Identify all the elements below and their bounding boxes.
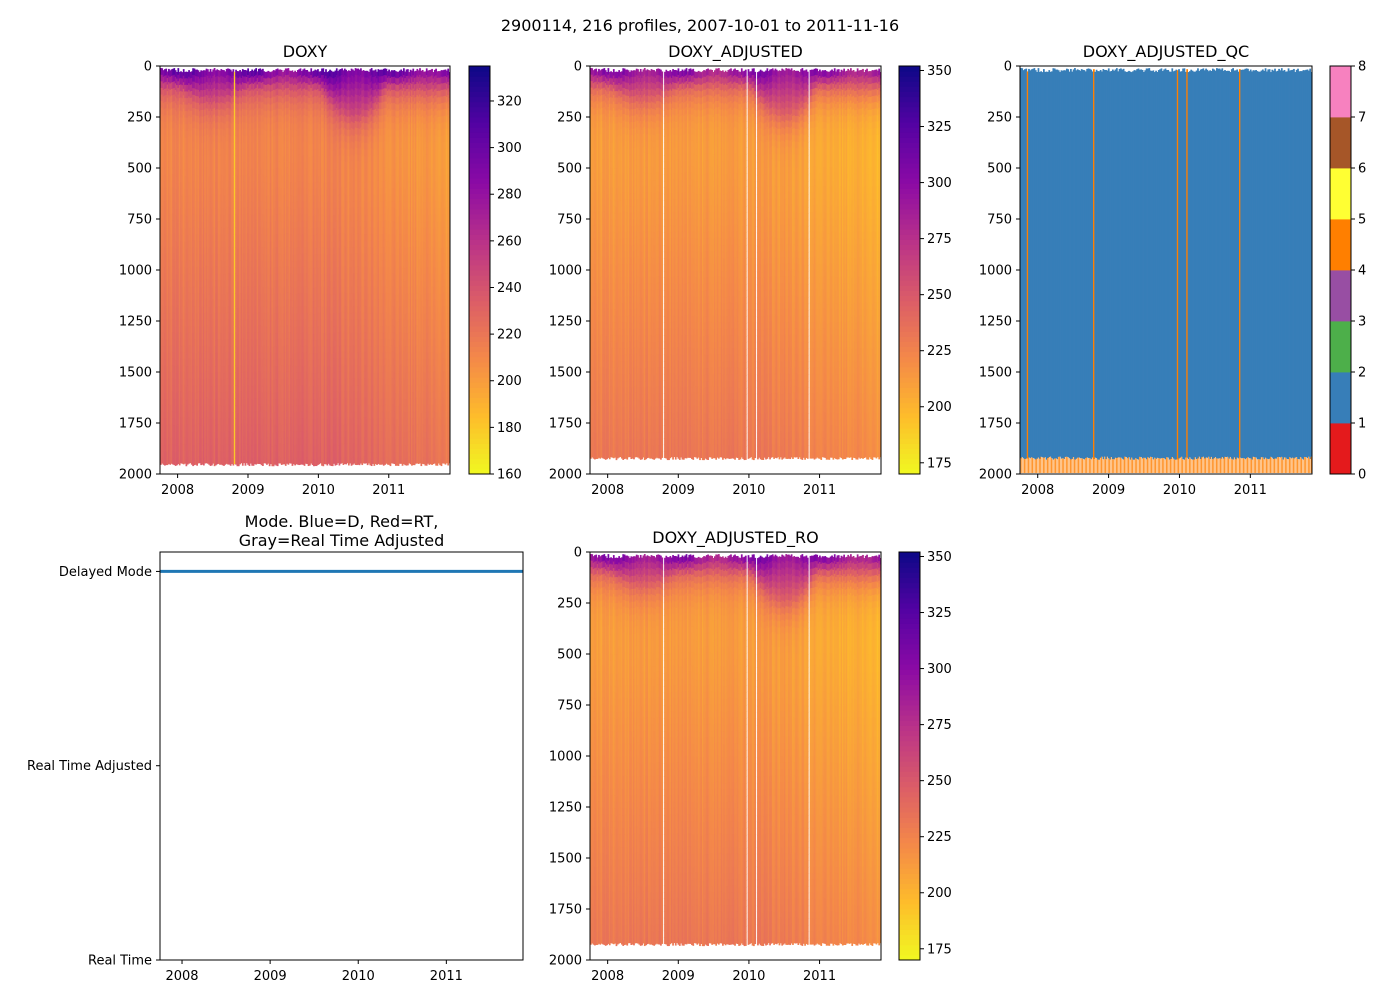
figure-canvas: 2008 2009 2010 2011025050075010001250150017… bbox=[0, 0, 1400, 1000]
doxy-heatmap bbox=[160, 68, 450, 466]
